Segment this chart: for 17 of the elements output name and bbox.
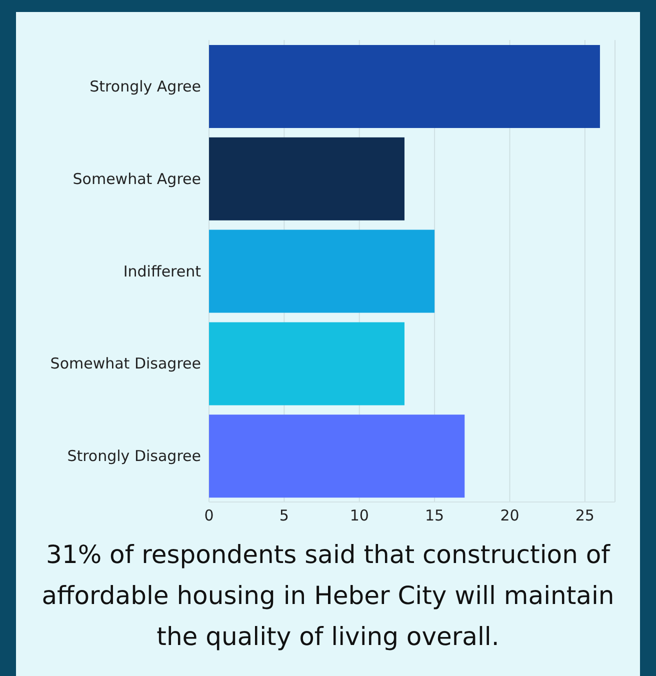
- text: 31% of respondents said that construction of affordable housing in Heber City will maintain the quality of living overall.: [40, 539, 616, 653]
- bar: [209, 322, 404, 406]
- x-tick-label: 0: [204, 506, 214, 525]
- y-tick-label: Somewhat Disagree: [50, 354, 201, 373]
- y-tick-label: Somewhat Agree: [72, 170, 201, 188]
- x-tick-label: 10: [350, 506, 369, 525]
- bar: [209, 230, 435, 313]
- y-tick-label: Strongly Agree: [90, 78, 201, 96]
- x-tick-label: 15: [425, 506, 444, 525]
- x-tick-label: 25: [575, 506, 594, 525]
- y-tick-label: Strongly Disagree: [67, 447, 201, 466]
- bar: [209, 414, 465, 498]
- x-tick-label: 5: [279, 506, 289, 525]
- x-tick-label: 20: [500, 506, 520, 525]
- bar: [209, 137, 404, 220]
- y-tick-label: Indifferent: [123, 262, 202, 280]
- bar: [209, 45, 600, 128]
